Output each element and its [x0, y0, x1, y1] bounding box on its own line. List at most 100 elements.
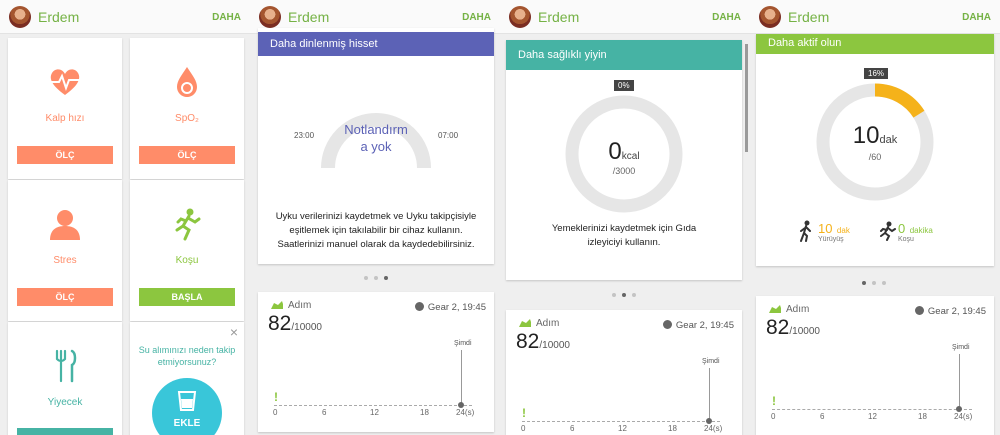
tick-label: 18 [668, 424, 677, 433]
tile-label: Yiyecek [47, 397, 83, 408]
panel-food: Erdem DAHA Daha sağlıklı yiyin 0% 0kcal … [500, 0, 750, 435]
now-dot [956, 406, 962, 412]
tick-label: 0 [771, 412, 776, 421]
user-name[interactable]: Erdem [288, 9, 330, 25]
avatar[interactable] [759, 6, 781, 28]
water-add-circle[interactable]: EKLE [152, 378, 222, 435]
user-name[interactable]: Erdem [538, 9, 580, 25]
page-dot [872, 281, 876, 285]
tile-water-promo[interactable]: × Su alımınızı neden takip etmiyorsunuz?… [130, 322, 244, 435]
shoe-icon [769, 305, 781, 313]
user-name[interactable]: Erdem [38, 9, 80, 25]
app-header: Erdem DAHA [500, 0, 750, 34]
tile-food[interactable]: Yiyecek [8, 322, 122, 435]
tile-label: Stres [53, 255, 77, 266]
device-sync: Gear 2, 19:45 [662, 320, 734, 331]
walk-label: Yürüyüş [818, 236, 844, 243]
activity-card[interactable]: Daha aktif olun 16% 10dak /60 10 dak Yür… [756, 34, 994, 266]
activity-target: /60 [868, 152, 882, 162]
avatar[interactable] [509, 6, 531, 28]
sleep-card[interactable]: Daha dinlenmiş hisset 23:00 07:00 Notlan… [258, 28, 494, 264]
more-button[interactable]: DAHA [462, 12, 491, 23]
panel-sleep: Erdem DAHA Daha dinlenmiş hisset 23:00 0… [250, 0, 500, 435]
steps-value: 82 [516, 330, 540, 353]
tick-label: 18 [918, 412, 927, 421]
promo-question: Su alımınızı neden takip etmiyorsunuz? [138, 345, 236, 367]
device-sync-text: Gear 2, 19:45 [675, 320, 734, 331]
food-kcal-value: 0 [608, 138, 622, 165]
food-ring [565, 95, 683, 213]
walk-unit: dak [836, 226, 850, 235]
steps-card[interactable]: Adım Gear 2, 19:45 82/10000 Şimdi ! 0 6 … [258, 292, 494, 432]
steps-count: 82/10000 [516, 330, 570, 354]
steps-goal: /10000 [539, 340, 570, 351]
food-button[interactable] [17, 428, 113, 435]
run-label: Koşu [898, 236, 914, 243]
measure-spo2-button[interactable]: ÖLÇ [139, 146, 235, 164]
page-dot [612, 293, 616, 297]
walk-value: 10 dak [818, 220, 850, 238]
now-label: Şimdi [454, 340, 472, 347]
tile-spo2[interactable]: SpO₂ ÖLÇ [130, 38, 244, 179]
tile-label: SpO₂ [175, 113, 199, 124]
now-dot [458, 402, 464, 408]
food-card[interactable]: Daha sağlıklı yiyin 0% 0kcal /3000 Yemek… [506, 40, 742, 280]
page-indicator [612, 293, 636, 297]
now-label: Şimdi [702, 358, 720, 365]
watch-icon [662, 320, 672, 329]
person-bust-icon [50, 210, 80, 240]
activity-ring [816, 83, 934, 201]
activity-marker: ! [274, 390, 278, 404]
tick-label: 24(s) [704, 424, 723, 433]
activity-minutes-unit: dak [879, 134, 898, 146]
avatar[interactable] [259, 6, 281, 28]
user-name[interactable]: Erdem [788, 9, 830, 25]
tick-label: 24(s) [954, 412, 973, 421]
page-dot-active [384, 276, 388, 280]
page-dot [882, 281, 886, 285]
add-water-button[interactable]: EKLE [173, 418, 201, 429]
more-button[interactable]: DAHA [212, 12, 241, 23]
page-dot [374, 276, 378, 280]
sleep-start-time: 23:00 [294, 131, 315, 140]
tick-label: 6 [570, 424, 575, 433]
tile-label: Kalp hızı [45, 113, 85, 124]
steps-goal: /10000 [789, 326, 820, 337]
glass-icon [177, 391, 197, 411]
tick-label: 18 [420, 408, 429, 417]
tile-heart-rate[interactable]: Kalp hızı ÖLÇ [8, 38, 122, 179]
tile-running[interactable]: Koşu BAŞLA [130, 180, 244, 321]
now-label: Şimdi [952, 344, 970, 351]
steps-label: Adım [786, 304, 810, 315]
steps-value: 82 [268, 312, 292, 335]
measure-heart-button[interactable]: ÖLÇ [17, 146, 113, 164]
page-indicator [862, 281, 886, 285]
food-value: 0kcal [506, 138, 742, 166]
app-header: Erdem DAHA [750, 0, 1000, 34]
measure-stress-button[interactable]: ÖLÇ [17, 288, 113, 306]
sleep-no-record: Notlandırm a yok [344, 122, 408, 154]
run-value: 0 dakika [898, 220, 933, 238]
sleep-arc [321, 113, 431, 169]
timeline-axis [274, 405, 472, 406]
now-line [709, 368, 710, 420]
tick-label: 6 [322, 408, 327, 417]
scrollbar[interactable] [745, 44, 748, 152]
avatar[interactable] [9, 6, 31, 28]
watch-icon [914, 306, 924, 315]
steps-card[interactable]: Adım Gear 2, 19:45 82/10000 Şimdi ! 0 6 … [506, 310, 742, 435]
sleep-description: Uyku verilerinizi kaydetmek ve Uyku taki… [275, 211, 477, 250]
runner-icon [175, 208, 201, 241]
watch-icon [414, 302, 424, 311]
more-button[interactable]: DAHA [712, 12, 741, 23]
steps-card[interactable]: Adım Gear 2, 19:45 82/10000 Şimdi ! 0 6 … [756, 296, 994, 435]
running-icon [880, 221, 896, 241]
close-icon[interactable]: × [229, 324, 238, 340]
tile-stress[interactable]: Stres ÖLÇ [8, 180, 122, 321]
more-button[interactable]: DAHA [962, 12, 991, 23]
tick-label: 12 [868, 412, 877, 421]
tick-label: 0 [521, 424, 526, 433]
start-run-button[interactable]: BAŞLA [139, 288, 235, 306]
activity-marker: ! [772, 394, 776, 408]
run-minutes: 0 [898, 221, 906, 236]
